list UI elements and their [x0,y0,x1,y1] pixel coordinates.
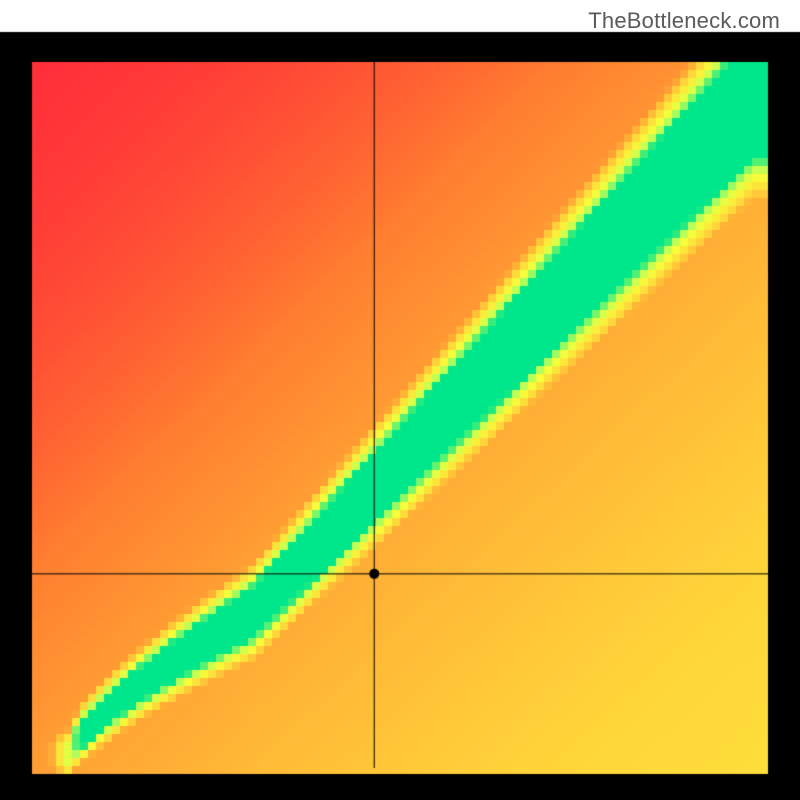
heatmap-canvas [0,0,800,800]
chart-container: TheBottleneck.com [0,0,800,800]
watermark-text: TheBottleneck.com [588,8,780,34]
